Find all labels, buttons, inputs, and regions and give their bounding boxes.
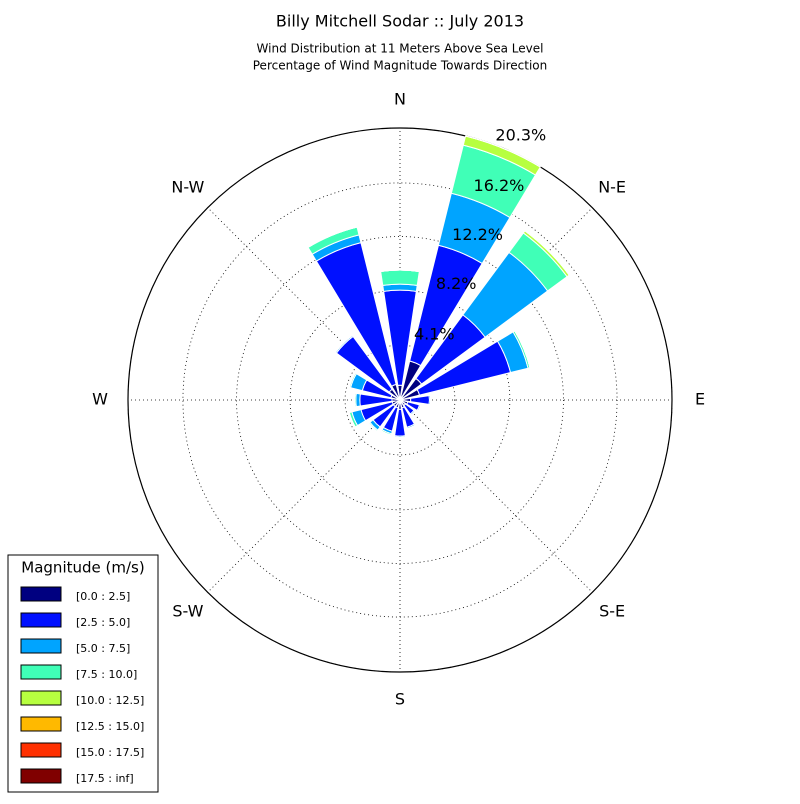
direction-label: W xyxy=(92,390,108,409)
direction-label: S xyxy=(395,690,405,709)
direction-label: N xyxy=(394,90,406,109)
r-tick-label: 8.2% xyxy=(436,274,477,293)
direction-label: N-W xyxy=(171,177,204,196)
legend-label: [0.0 : 2.5] xyxy=(76,590,130,603)
r-tick-label: 4.1% xyxy=(414,324,455,343)
legend-label: [15.0 : 17.5] xyxy=(76,746,144,759)
r-tick-label: 12.2% xyxy=(452,225,503,244)
legend-swatch xyxy=(21,613,61,627)
direction-label: S-W xyxy=(172,602,203,621)
r-tick-label: 16.2% xyxy=(474,176,525,195)
legend-swatch xyxy=(21,587,61,601)
legend-label: [17.5 : inf] xyxy=(76,772,134,785)
legend-swatch xyxy=(21,665,61,679)
legend-title: Magnitude (m/s) xyxy=(21,559,144,577)
chart-title: Billy Mitchell Sodar :: July 2013 xyxy=(276,12,524,31)
legend-swatch xyxy=(21,639,61,653)
legend-label: [12.5 : 15.0] xyxy=(76,720,144,733)
direction-label: E xyxy=(695,390,705,409)
legend-label: [5.0 : 7.5] xyxy=(76,642,130,655)
wind-sector xyxy=(381,270,420,285)
legend-swatch xyxy=(21,691,61,705)
direction-label: S-E xyxy=(599,602,625,621)
legend-label: [7.5 : 10.0] xyxy=(76,668,137,681)
legend-swatch xyxy=(21,717,61,731)
legend-swatch xyxy=(21,769,61,783)
legend-label: [2.5 : 5.0] xyxy=(76,616,130,629)
r-tick-label: 20.3% xyxy=(495,125,546,144)
wind-sector xyxy=(354,393,355,407)
legend-swatch xyxy=(21,743,61,757)
chart-subtitle: Wind Distribution at 11 Meters Above Sea… xyxy=(257,42,544,56)
chart-subtitle: Percentage of Wind Magnitude Towards Dir… xyxy=(253,59,547,73)
legend-label: [10.0 : 12.5] xyxy=(76,694,144,707)
direction-label: N-E xyxy=(598,177,626,196)
legend: Magnitude (m/s) [0.0 : 2.5] [2.5 : 5.0] [5.… xyxy=(8,555,158,792)
